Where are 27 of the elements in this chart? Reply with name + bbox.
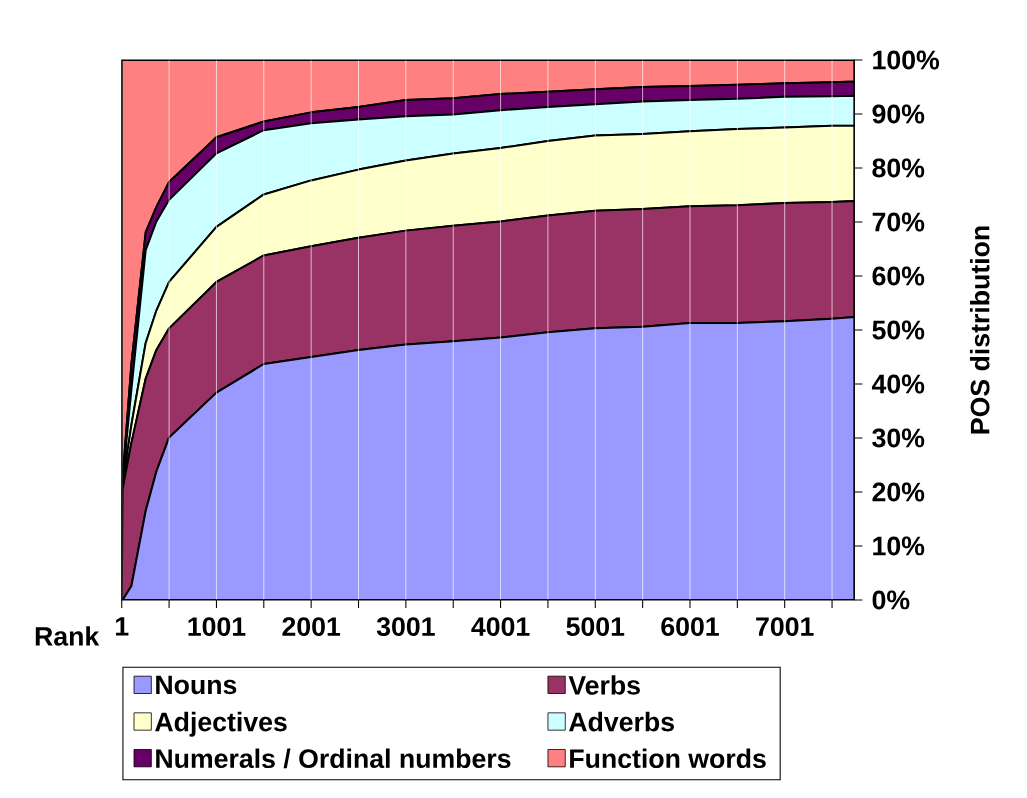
x-tick-label: 1 [116,617,129,636]
y-tick-label: 50% [872,320,925,340]
legend-label: Adverbs [569,711,674,732]
x-tick-label: 2001 [282,617,341,637]
y-tick-label: 30% [872,428,925,448]
y-tick-label: 70% [872,212,925,232]
y-axis-title: POS distribution [969,226,990,434]
y-tick-label: 20% [872,482,925,502]
x-axis-title: Rank [35,626,100,646]
x-tick-label: 1001 [188,617,246,637]
y-tick-label: 10% [873,536,925,556]
legend-label: Nouns [156,675,237,695]
x-tick-label: 7001 [756,617,814,637]
x-tick-label: 5001 [566,617,625,637]
legend-label: Verbs [568,675,640,695]
y-tick-label: 100% [873,50,940,70]
legend-label: Function words [570,748,766,769]
y-tick-label: 90% [872,104,925,124]
y-tick-label: 60% [872,266,925,286]
y-tick-label: 80% [872,158,925,178]
x-tick-label: 6001 [661,617,719,637]
legend-label: Numerals / Ordinal numbers [156,748,511,769]
x-tick-label: 4001 [471,617,530,637]
x-tick-label: 3001 [376,617,435,637]
legend-label: Adjectives [155,711,287,737]
y-tick-label: 40% [871,374,925,394]
y-tick-label: 0% [872,590,910,610]
